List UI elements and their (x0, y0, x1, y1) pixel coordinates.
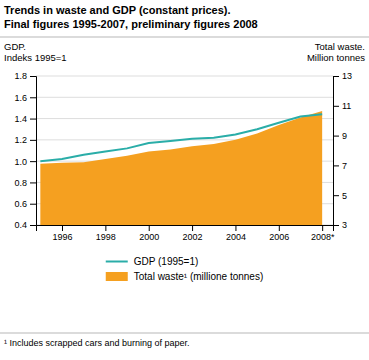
tick-mark (30, 119, 36, 120)
footnote: ¹ Includes scrapped cars and burning of … (4, 338, 190, 348)
marks (40, 111, 322, 225)
tick-label: 0.6 (14, 199, 27, 209)
tick-label: 2002 (183, 232, 203, 242)
grid (36, 76, 333, 225)
legend-swatch (106, 261, 128, 263)
tick-label: 2004 (226, 232, 246, 242)
tick-mark (30, 76, 36, 77)
line (40, 114, 322, 161)
axis-line (30, 77, 37, 226)
tick-mark (30, 161, 36, 162)
axis-line (334, 77, 340, 226)
tick: 7 (333, 161, 347, 171)
y2-axis-title: Million tonnes (307, 52, 365, 63)
tick-mark (333, 195, 339, 196)
tick: 1.8 (14, 71, 36, 81)
x-axis: 1996 1998 2000 2002 2004 2006 2008* (37, 225, 335, 242)
y-axis-title: GDP. (4, 41, 26, 52)
tick: 2008* (311, 225, 335, 242)
tick-label: 1996 (52, 232, 72, 242)
y2-axis: 3 5 7 9 11 13 (333, 71, 352, 230)
grid-line (36, 97, 333, 98)
tick: 1.4 (14, 114, 36, 124)
plot: 1996 1998 2000 2002 2004 2006 2008* 0.4 0.6 0.8 1.… (14, 71, 352, 242)
tick-mark (105, 225, 106, 231)
tick-mark (149, 225, 150, 231)
chart: Trends in waste and GDP (constant prices… (0, 0, 369, 360)
tick: 5 (333, 191, 347, 201)
separator (0, 333, 369, 334)
tick-label: 1.6 (14, 93, 27, 103)
tick-mark (333, 106, 339, 107)
tick-mark (62, 225, 63, 231)
tick-mark (279, 225, 280, 231)
tick: 0.8 (14, 178, 36, 188)
tick-mark (30, 182, 36, 183)
tick: 1.2 (14, 135, 36, 145)
tick: 2000 (139, 225, 159, 242)
legend: GDP (1995=1) Total waste¹ (millione tonne… (106, 256, 264, 282)
tick-label: 11 (342, 101, 351, 111)
tick: 3 (333, 220, 347, 230)
tick: 9 (333, 131, 347, 141)
area (40, 111, 322, 225)
grid-line (36, 76, 333, 77)
tick-mark (333, 76, 339, 77)
legend-swatch (106, 272, 128, 281)
tick-mark (30, 97, 36, 98)
tick-mark (333, 165, 339, 166)
tick-label: 2008* (311, 232, 335, 242)
tick-mark (333, 136, 339, 137)
tick-mark (30, 225, 36, 226)
tick-label: 1.4 (14, 114, 27, 124)
tick: 2004 (226, 225, 246, 242)
tick: 0.6 (14, 199, 36, 209)
tick-label: 13 (342, 71, 352, 81)
tick-label: 1.2 (14, 135, 27, 145)
tick: 2002 (183, 225, 203, 242)
tick: 1996 (52, 225, 72, 242)
tick-mark (322, 225, 323, 231)
tick: 13 (333, 71, 352, 81)
y-axis-title: Indeks 1995=1 (4, 52, 67, 63)
tick: 2006 (269, 225, 289, 242)
y-axis: 0.4 0.6 0.8 1.0 1.2 1.4 1.6 1.8 (14, 71, 36, 230)
title: Trends in waste and GDP (constant prices… (4, 4, 231, 16)
axis-line (37, 226, 334, 232)
tick-mark (235, 225, 236, 231)
legend-label: GDP (1995=1) (134, 256, 199, 267)
tick-mark (192, 225, 193, 231)
tick-label: 0.8 (14, 178, 27, 188)
tick-label: 3 (342, 220, 347, 230)
tick-label: 1998 (96, 232, 116, 242)
tick-mark (30, 204, 36, 205)
y2-axis-title: Total waste. (315, 41, 365, 52)
tick: 1.0 (14, 157, 36, 167)
tick-label: 9 (342, 131, 347, 141)
tick-mark (333, 225, 339, 226)
tick-mark (30, 140, 36, 141)
legend-item: Total waste¹ (millione tonnes) (106, 271, 264, 282)
tick-label: 1.8 (14, 71, 27, 81)
tick: 0.4 (14, 220, 36, 230)
tick-label: 2006 (269, 232, 289, 242)
legend-item: GDP (1995=1) (106, 256, 199, 267)
tick-label: 5 (342, 191, 347, 201)
legend-label: Total waste¹ (millione tonnes) (134, 271, 264, 282)
tick: 1998 (96, 225, 116, 242)
tick: 11 (333, 101, 351, 111)
separator (0, 37, 369, 38)
subtitle: Final figures 1995-2007, preliminary fig… (4, 18, 258, 30)
tick-label: 0.4 (14, 220, 27, 230)
tick-label: 2000 (139, 232, 159, 242)
tick-label: 1.0 (14, 157, 27, 167)
tick: 1.6 (14, 93, 36, 103)
tick-label: 7 (342, 161, 347, 171)
grid-line (36, 118, 333, 119)
